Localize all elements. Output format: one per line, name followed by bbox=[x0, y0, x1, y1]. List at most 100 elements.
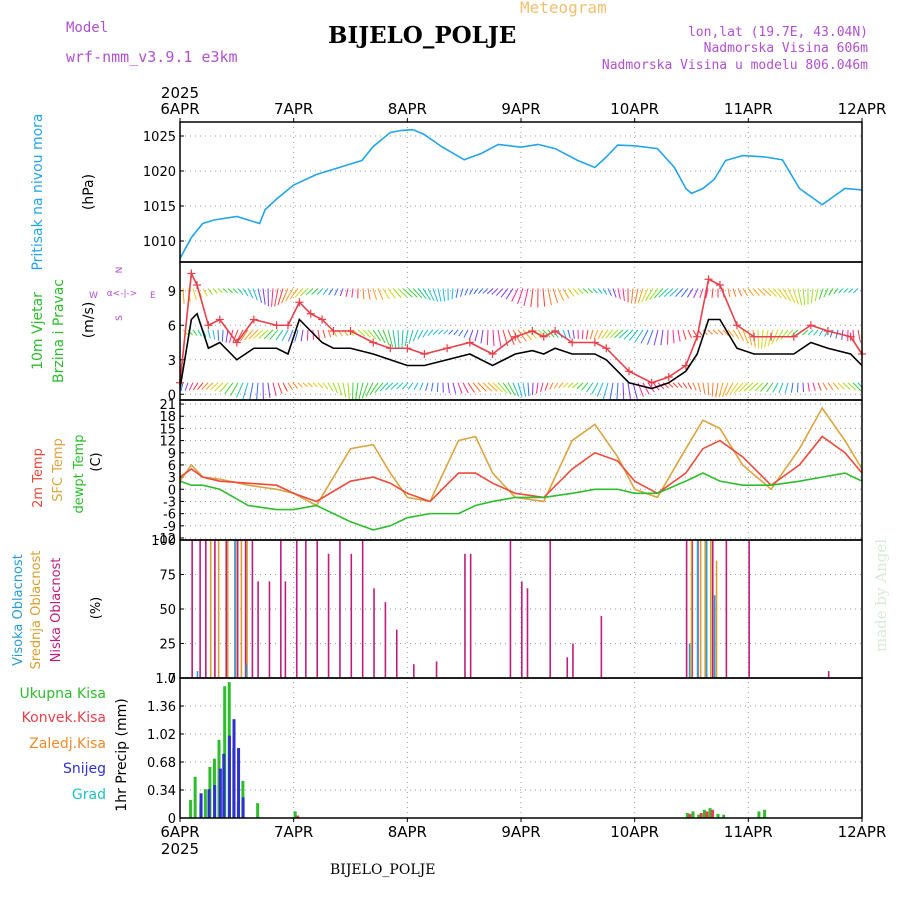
wind-arrow bbox=[658, 288, 669, 298]
wind-arrow bbox=[641, 288, 649, 303]
wind-arrow bbox=[417, 288, 427, 300]
temp-dewpoint-label: dewpt Temp bbox=[72, 434, 87, 513]
wind-arrow bbox=[382, 288, 390, 300]
wind-arrow bbox=[637, 288, 644, 304]
wind-arrow bbox=[585, 329, 589, 340]
cloud-bar bbox=[196, 671, 199, 678]
wind-arrow bbox=[699, 288, 704, 299]
wind-arrow bbox=[711, 288, 714, 298]
wind-arrow bbox=[277, 288, 284, 306]
precip-legend-1: Konvek.Kisa bbox=[22, 710, 106, 726]
wind-arrow bbox=[486, 288, 494, 295]
cloud-bar bbox=[226, 540, 229, 678]
wind-arrow bbox=[705, 288, 709, 299]
wind-arrow bbox=[281, 288, 289, 304]
wind-arrow bbox=[764, 329, 769, 348]
wind-arrow bbox=[328, 288, 334, 296]
wind-arrow bbox=[294, 288, 304, 298]
wind-arrow bbox=[452, 382, 457, 394]
cloud-ytick-label: 75 bbox=[159, 569, 176, 584]
wind-arrow bbox=[507, 382, 516, 396]
wind-arrow bbox=[437, 288, 442, 302]
wind-arrow bbox=[249, 382, 254, 400]
wind-speed-line bbox=[179, 312, 863, 390]
cloud-bar bbox=[199, 540, 201, 678]
wind-arrow bbox=[334, 288, 339, 296]
wind-arrow bbox=[387, 329, 394, 348]
wind-arrow bbox=[232, 288, 239, 294]
wind-arrow bbox=[367, 288, 371, 300]
wind-arrow bbox=[572, 288, 580, 296]
wind-arrow bbox=[634, 329, 644, 343]
precip-ytick-label: 0.68 bbox=[147, 756, 176, 771]
wind-arrow bbox=[247, 288, 254, 299]
wind-arrow bbox=[339, 288, 344, 297]
temp-unit: (C) bbox=[89, 452, 104, 471]
wind-arrow bbox=[453, 329, 459, 336]
wind-arrow bbox=[790, 382, 794, 393]
wind-arrow bbox=[646, 329, 654, 345]
wind-arrow bbox=[715, 382, 719, 398]
precip-bar bbox=[757, 811, 761, 818]
x-tick-label-bottom: 11APR bbox=[724, 823, 773, 841]
wind-gust-marker bbox=[539, 332, 548, 341]
wind-arrow bbox=[448, 329, 454, 335]
wind-arrow bbox=[236, 329, 244, 343]
wind-arrow bbox=[382, 329, 390, 346]
wind-arrow bbox=[707, 382, 710, 396]
wind-arrow bbox=[385, 382, 394, 391]
wind-arrow bbox=[572, 382, 579, 389]
wind-arrow bbox=[443, 329, 449, 335]
wind-gust-marker bbox=[187, 269, 196, 278]
wind-arrow bbox=[263, 329, 274, 340]
cloud-bar bbox=[245, 664, 248, 678]
wind-arrow bbox=[527, 382, 530, 397]
wind-arrow bbox=[576, 382, 584, 390]
wind-arrow bbox=[649, 288, 659, 300]
wind-arrow bbox=[757, 329, 760, 349]
pressure-ytick-label: 1020 bbox=[143, 165, 176, 180]
wind-arrow bbox=[252, 288, 258, 301]
precip-ytick-label: 1.7 bbox=[155, 672, 176, 687]
wind-arrow bbox=[622, 382, 625, 400]
wind-arrow bbox=[833, 288, 839, 295]
cloud-bar bbox=[725, 540, 728, 678]
wind-arrow bbox=[451, 288, 454, 300]
wind-arrow bbox=[535, 382, 539, 394]
precip-bar bbox=[237, 748, 241, 818]
wind-gust-marker bbox=[488, 350, 497, 358]
temp-ytick-label: 6 bbox=[168, 459, 176, 474]
wind-arrow bbox=[784, 382, 789, 394]
wind-arrow bbox=[552, 288, 559, 304]
cloud-bar bbox=[696, 540, 699, 678]
wind-arrow bbox=[365, 382, 374, 397]
wind-arrow bbox=[262, 288, 266, 305]
wind-arrow bbox=[379, 382, 389, 392]
wind-arrow bbox=[222, 288, 228, 293]
cloud-bar bbox=[705, 540, 708, 678]
pressure-ytick-label: 1015 bbox=[143, 200, 176, 215]
wind-arrow bbox=[197, 382, 204, 390]
wind-arrow bbox=[697, 382, 702, 393]
wind-arrow bbox=[285, 288, 294, 302]
wind-arrow bbox=[711, 382, 714, 397]
wind-arrow bbox=[660, 329, 664, 346]
precip-unit: 1hr Precip (mm) bbox=[114, 698, 130, 811]
precip-bar bbox=[722, 814, 726, 818]
wind-gust-marker bbox=[318, 315, 327, 324]
wind-arrow bbox=[558, 382, 564, 389]
cloud-bar bbox=[715, 560, 718, 678]
precip-bar bbox=[207, 789, 211, 818]
wind-arrow bbox=[692, 382, 697, 391]
wind-arrow bbox=[761, 329, 764, 349]
wind-arrow bbox=[347, 382, 350, 400]
wind-arrow bbox=[425, 382, 429, 391]
wind-arrow bbox=[464, 288, 469, 296]
x-tick-label-bottom: 9APR bbox=[501, 823, 540, 841]
cloud-bar bbox=[464, 553, 466, 678]
year-label-bottom: 2025 bbox=[161, 840, 199, 858]
cloud-bar bbox=[685, 540, 688, 678]
wind-arrow bbox=[829, 329, 834, 338]
wind-arrow bbox=[367, 329, 377, 340]
cloud-bar bbox=[413, 664, 415, 678]
